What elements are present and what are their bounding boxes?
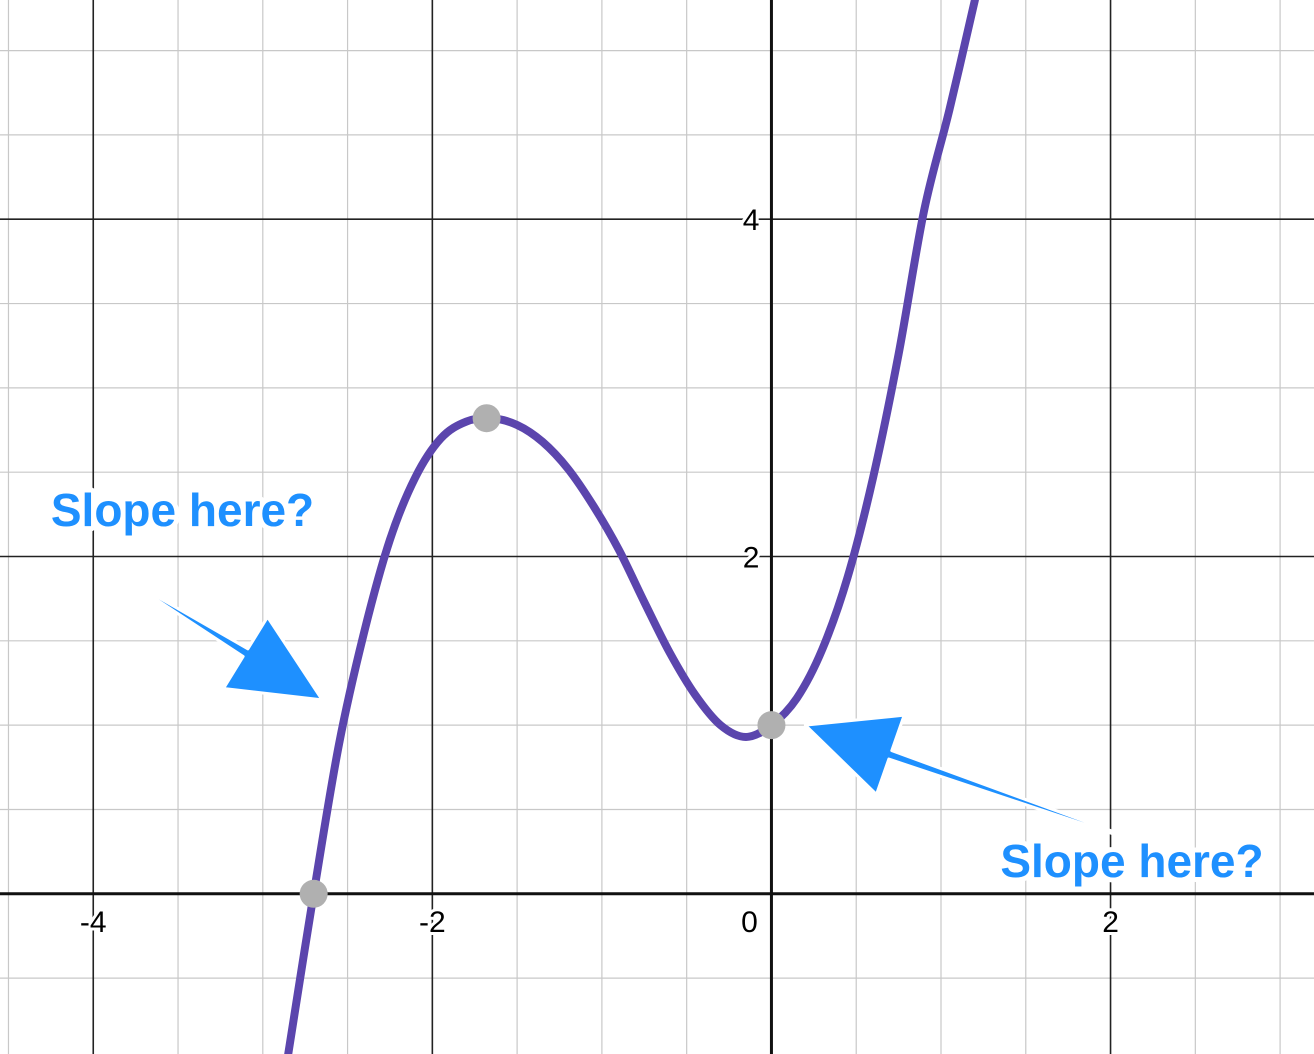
- annotations: Slope here? Slope here?: [46, 479, 1269, 892]
- curve-point[interactable]: [757, 711, 786, 740]
- x-tick-label: -2: [419, 906, 446, 939]
- y-tick-label: 2: [743, 542, 760, 575]
- x-tick-label: -4: [80, 906, 107, 939]
- points-layer: [299, 404, 786, 908]
- tick-labels: -4 -2 0 2 2 4: [77, 201, 1122, 942]
- annotation-label: Slope here?: [1000, 835, 1263, 887]
- curve-point[interactable]: [472, 404, 501, 433]
- curve-layer: [284, 0, 979, 1054]
- y-tick-label: 4: [743, 204, 760, 237]
- function-curve: [284, 0, 979, 1054]
- x-tick-label: 0: [741, 906, 758, 939]
- x-tick-label: 2: [1102, 906, 1119, 939]
- annotation-label: Slope here?: [51, 484, 314, 536]
- annotation-arrow: [142, 587, 324, 702]
- curve-point[interactable]: [299, 879, 328, 908]
- annotation-arrow: [803, 713, 1121, 838]
